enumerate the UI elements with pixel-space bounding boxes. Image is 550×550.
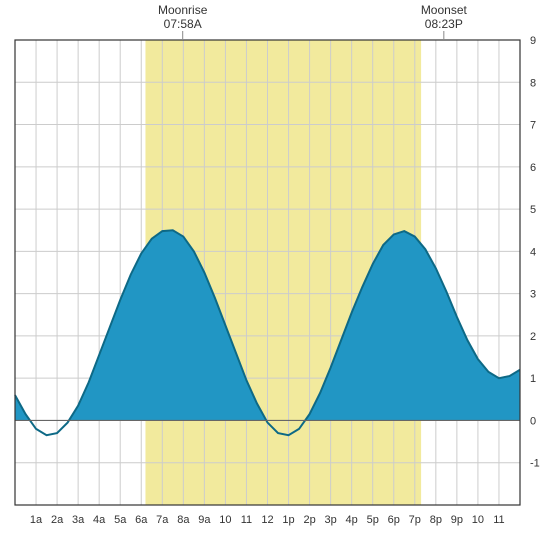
x-tick-label: 9a	[198, 514, 211, 526]
moonset-time: 08:23P	[425, 17, 463, 31]
x-tick-label: 12	[261, 514, 273, 526]
x-tick-label: 5p	[367, 514, 379, 526]
y-tick-label: 3	[530, 289, 536, 301]
y-tick-label: 5	[530, 204, 536, 216]
x-tick-label: 2p	[303, 514, 315, 526]
x-tick-label: 1p	[282, 514, 294, 526]
x-tick-label: 7p	[409, 514, 421, 526]
y-tick-label: 7	[530, 120, 536, 132]
x-tick-label: 1a	[30, 514, 43, 526]
x-tick-label: 4p	[346, 514, 358, 526]
y-tick-label: -1	[530, 458, 540, 470]
y-tick-label: 2	[530, 331, 536, 343]
x-tick-label: 3p	[325, 514, 337, 526]
y-tick-label: 9	[530, 35, 536, 47]
x-tick-label: 4a	[93, 514, 106, 526]
moonset-label: Moonset	[421, 3, 468, 17]
x-tick-label: 6a	[135, 514, 148, 526]
x-tick-label: 6p	[388, 514, 400, 526]
y-tick-label: 0	[530, 415, 536, 427]
x-tick-label: 3a	[72, 514, 85, 526]
x-tick-label: 9p	[451, 514, 463, 526]
x-tick-label: 5a	[114, 514, 127, 526]
moonrise-label: Moonrise	[158, 3, 208, 17]
y-tick-label: 8	[530, 77, 536, 89]
moonrise-time: 07:58A	[164, 17, 202, 31]
y-tick-label: 4	[530, 246, 536, 258]
x-tick-label: 10	[472, 514, 484, 526]
tide-chart: 1a2a3a4a5a6a7a8a9a1011121p2p3p4p5p6p7p8p…	[0, 0, 550, 550]
x-tick-label: 10	[219, 514, 231, 526]
x-tick-label: 8p	[430, 514, 442, 526]
x-tick-label: 7a	[156, 514, 169, 526]
x-tick-label: 2a	[51, 514, 64, 526]
x-tick-label: 11	[241, 514, 252, 526]
x-tick-label: 8a	[177, 514, 190, 526]
chart-svg: 1a2a3a4a5a6a7a8a9a1011121p2p3p4p5p6p7p8p…	[0, 0, 550, 550]
y-tick-label: 6	[530, 162, 536, 174]
x-tick-label: 11	[493, 514, 504, 526]
y-tick-label: 1	[530, 373, 536, 385]
